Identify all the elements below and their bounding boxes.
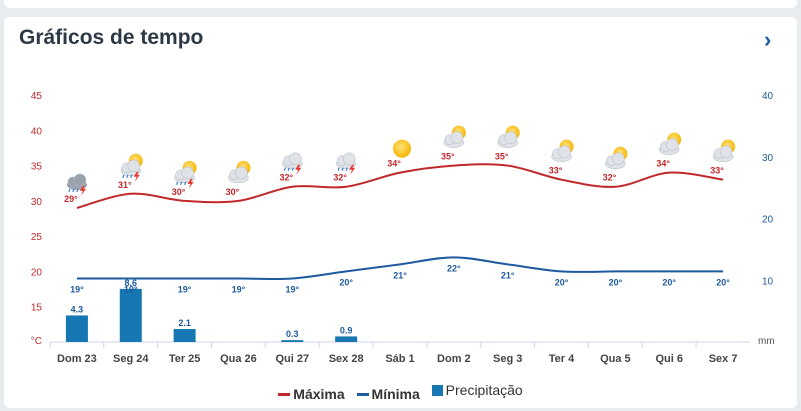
top-card-strip <box>4 0 797 8</box>
chart-legend: Máxima Mínima Precipitação <box>0 382 801 402</box>
min-temp-label: 19° <box>178 284 192 294</box>
x-tick-label: Dom 2 <box>437 353 471 365</box>
x-tick-label: Sáb 1 <box>385 353 414 365</box>
precip-label: 0.3 <box>286 329 299 339</box>
min-temp-label: 19° <box>124 284 138 294</box>
y-tick-left: 35 <box>31 162 43 173</box>
x-tick-label: Dom 23 <box>57 353 97 365</box>
min-temp-label: 21° <box>501 270 515 280</box>
min-temp-label: 20° <box>609 277 623 287</box>
y-tick-right: 20 <box>762 215 774 226</box>
precip-label: 2.1 <box>178 318 191 328</box>
y-tick-left: 25 <box>31 232 43 243</box>
sun-cloud-icon <box>227 160 251 184</box>
x-tick-label: Seg 3 <box>493 353 522 365</box>
max-temp-label: 32° <box>333 173 347 183</box>
legend-precip-swatch <box>431 384 443 396</box>
precip-bar <box>281 340 304 342</box>
cloud-thunder-icon <box>335 152 357 175</box>
rain-thunder-icon <box>66 173 88 196</box>
max-temp-label: 30° <box>172 187 186 197</box>
weather-chart: 45 40 35 30 25 20 15 °C 40 30 20 10 mm Dom 23 Seg 24 Te… <box>31 91 775 365</box>
min-temp-label: 20° <box>662 277 676 287</box>
y-tick-left: 40 <box>31 126 43 137</box>
sun-cloud-thunder-icon <box>174 160 197 189</box>
sun-cloud-icon <box>551 139 574 163</box>
max-temp-label: 32° <box>603 173 617 183</box>
precip-bar <box>335 336 358 342</box>
sun-cloud-icon <box>712 139 736 163</box>
y-tick-left: 45 <box>31 91 43 102</box>
precip-label: 4.3 <box>71 304 84 314</box>
min-temp-label: 20° <box>716 277 730 287</box>
precip-bar <box>119 288 142 342</box>
x-tick-label: Qui 6 <box>655 353 683 365</box>
y-unit-right: mm <box>758 336 775 347</box>
precip-bar <box>65 315 88 342</box>
sun-cloud-icon <box>604 146 628 170</box>
precip-label: 8.6 <box>125 278 138 288</box>
min-temp-label: 19° <box>232 284 246 294</box>
max-temp-label: 33° <box>549 166 563 176</box>
y-tick-left: 20 <box>31 267 43 278</box>
legend-min[interactable]: Mínima <box>356 386 420 402</box>
max-temp-label: 31° <box>118 180 132 190</box>
legend-min-swatch <box>356 392 369 396</box>
page-title: Gráficos de tempo <box>19 26 204 49</box>
chevron-right-icon[interactable]: › <box>764 27 772 52</box>
y-tick-left: 30 <box>31 197 43 208</box>
x-tick-label: Qua 26 <box>220 353 257 365</box>
x-tick-label: Sex 7 <box>709 353 738 365</box>
cloud-thunder-icon <box>281 152 303 175</box>
sun-cloud-thunder-icon <box>120 153 143 182</box>
x-tick-label: Qui 27 <box>275 353 309 365</box>
x-tick-label: Sex 28 <box>329 353 364 365</box>
y-tick-left: 15 <box>31 303 43 314</box>
min-temp-label: 19° <box>70 284 84 294</box>
weather-charts-card <box>4 17 797 408</box>
max-temp-label: 29° <box>64 194 78 204</box>
legend-max-label: Máxima <box>293 386 345 402</box>
legend-min-label: Mínima <box>371 386 420 402</box>
min-temp-label: 19° <box>285 284 299 294</box>
max-temp-label: 34° <box>656 159 670 169</box>
min-temp-label: 20° <box>339 277 353 287</box>
y-tick-right: 10 <box>762 276 774 287</box>
sun-cloud-icon <box>658 132 682 156</box>
max-temp-label: 33° <box>710 166 724 176</box>
min-temp-line <box>76 256 724 281</box>
legend-max[interactable]: Máxima <box>278 386 345 402</box>
legend-precip[interactable]: Precipitação <box>431 382 523 398</box>
precip-label: 0.9 <box>340 325 353 335</box>
min-temp-label: 21° <box>393 270 407 280</box>
max-temp-label: 30° <box>226 187 240 197</box>
sun-icon <box>393 139 411 158</box>
min-temp-label: 20° <box>555 277 569 287</box>
x-tick-label: Ter 25 <box>169 353 201 365</box>
max-temp-label: 32° <box>279 173 293 183</box>
max-temp-label: 34° <box>387 159 401 169</box>
sun-cloud-icon <box>443 125 466 149</box>
min-temp-label: 22° <box>447 263 461 273</box>
max-temp-label: 35° <box>441 152 455 162</box>
y-tick-right: 30 <box>762 153 774 164</box>
y-tick-right: 40 <box>762 91 774 102</box>
x-tick-label: Ter 4 <box>549 353 575 365</box>
max-temp-line <box>76 163 724 209</box>
precip-bar <box>173 329 196 342</box>
y-unit-left: °C <box>31 336 42 347</box>
max-temp-label: 35° <box>495 152 509 162</box>
x-tick-label: Seg 24 <box>113 353 149 365</box>
legend-max-swatch <box>278 392 291 396</box>
legend-precip-label: Precipitação <box>445 382 523 398</box>
sun-cloud-icon <box>497 125 520 149</box>
x-tick-label: Qua 5 <box>600 353 631 365</box>
